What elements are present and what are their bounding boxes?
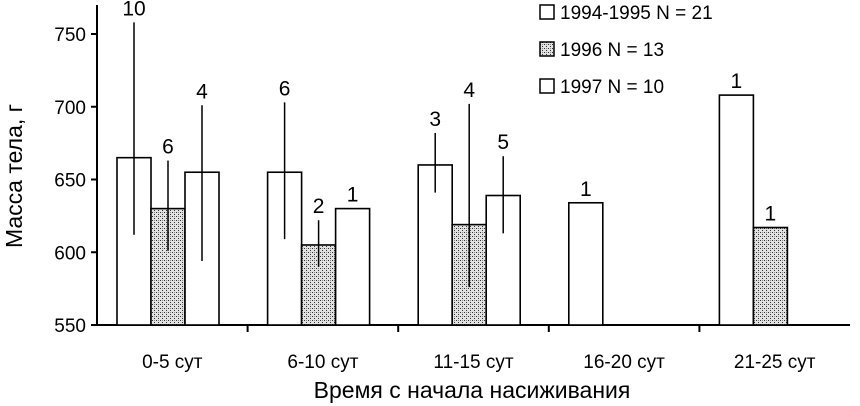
y-axis-title: Масса тела, г xyxy=(1,104,27,248)
legend-swatch xyxy=(539,4,555,20)
legend-label: 1996 N = 13 xyxy=(560,40,664,61)
x-axis-title: Время с начала насиживания xyxy=(314,377,631,403)
legend-label: 1994-1995 N = 21 xyxy=(560,3,713,24)
data-label: 10 xyxy=(122,0,145,20)
data-label: 4 xyxy=(463,79,475,102)
y-tick-label: 600 xyxy=(54,243,86,264)
data-label: 2 xyxy=(313,195,325,218)
axes: 550 600 650 700 750 0-5 сут 6-10 сут 11-15 сут 1… xyxy=(54,5,850,373)
x-category-label: 6-10 сут xyxy=(287,352,358,373)
legend-label: 1997 N = 10 xyxy=(560,77,664,98)
data-label: 6 xyxy=(162,136,174,159)
x-category-label: 21-25 сут xyxy=(734,352,816,373)
bars-group: 10 6 3 1 1 6 2 4 1 4 1 5 xyxy=(116,0,789,326)
y-tick-label: 750 xyxy=(54,25,86,46)
bar xyxy=(334,207,371,326)
x-category-label: 11-15 сут xyxy=(433,352,513,373)
bar xyxy=(300,244,337,326)
legend: 1994-1995 N = 21 1996 N = 13 1997 N = 10 xyxy=(539,3,713,98)
data-label: 1 xyxy=(731,70,743,93)
data-label: 6 xyxy=(279,77,291,100)
data-label: 1 xyxy=(580,178,592,201)
bar xyxy=(752,226,789,326)
data-label: 4 xyxy=(196,80,208,103)
y-tick-label: 650 xyxy=(54,171,86,192)
data-label: 1 xyxy=(765,203,777,226)
legend-swatch xyxy=(539,78,555,94)
bar xyxy=(567,201,604,326)
x-category-label: 0-5 сут xyxy=(142,352,203,373)
data-label: 3 xyxy=(429,108,441,131)
legend-swatch xyxy=(539,41,555,57)
y-tick-label: 550 xyxy=(54,316,86,337)
bar xyxy=(718,94,755,326)
data-label: 1 xyxy=(347,184,359,207)
x-category-label: 16-20 сут xyxy=(583,352,665,373)
data-label: 5 xyxy=(497,131,509,154)
y-tick-label: 700 xyxy=(54,98,86,119)
